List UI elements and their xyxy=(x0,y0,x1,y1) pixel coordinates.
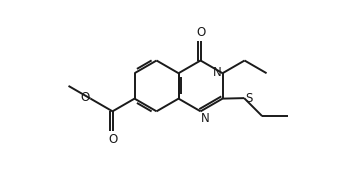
Text: N: N xyxy=(213,66,222,79)
Text: O: O xyxy=(196,26,205,39)
Text: O: O xyxy=(80,91,90,104)
Text: O: O xyxy=(108,133,117,146)
Text: S: S xyxy=(245,92,252,105)
Text: N: N xyxy=(201,112,210,125)
